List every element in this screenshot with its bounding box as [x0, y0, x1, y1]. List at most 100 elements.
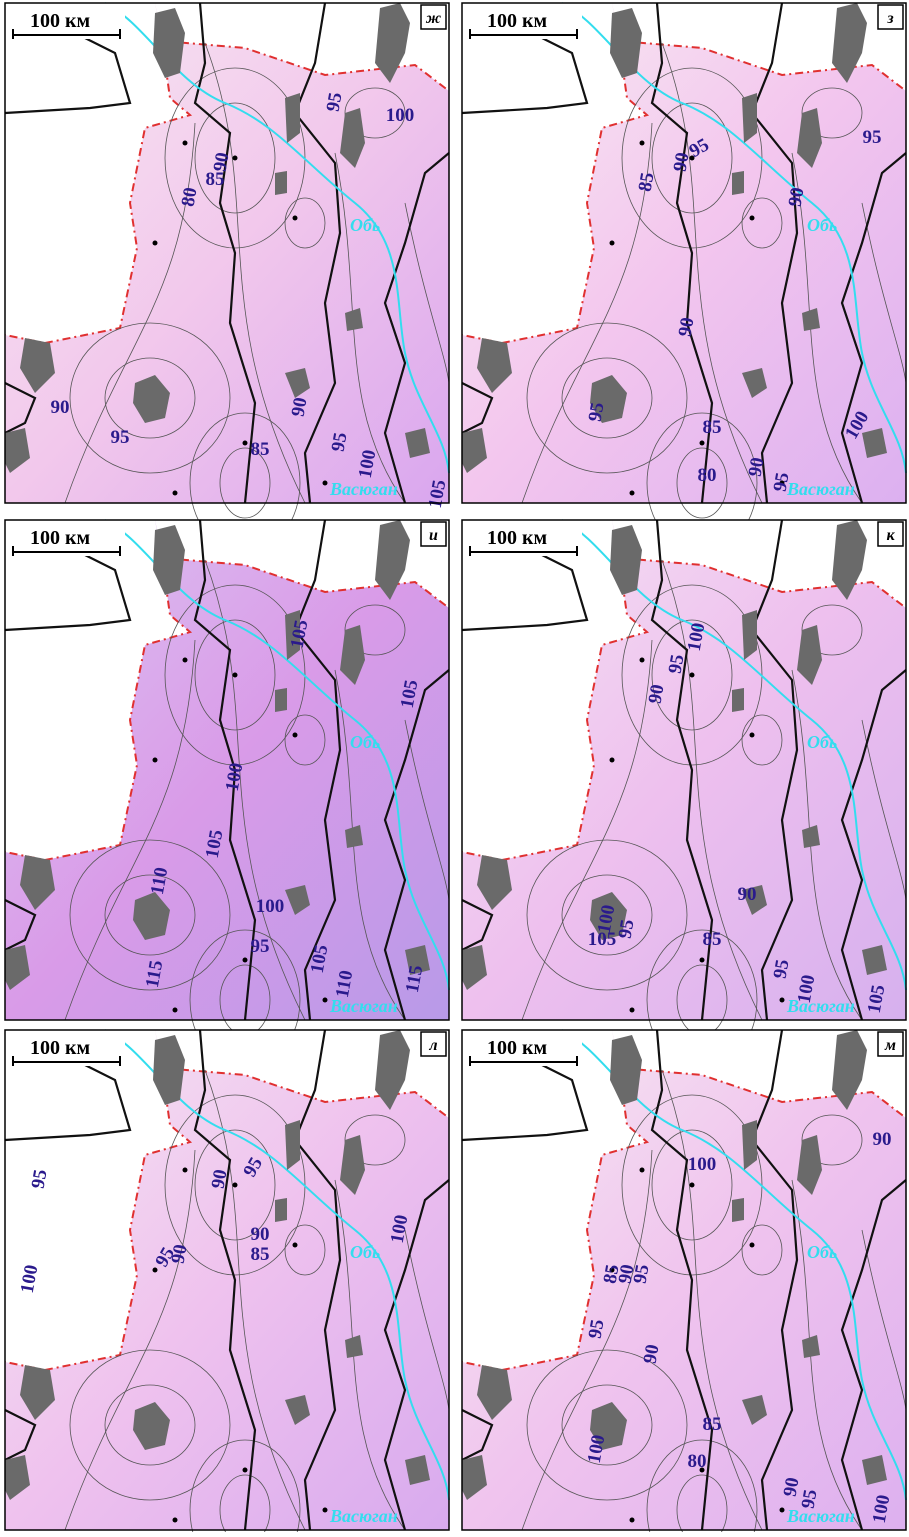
scale-label: 100 км [487, 527, 547, 549]
panel-letter-box [877, 1031, 904, 1057]
river-label: Обь [807, 215, 837, 235]
scale-label: 100 км [30, 10, 90, 32]
contour-label: 100 [256, 896, 285, 917]
scale-label: 100 км [30, 1037, 90, 1059]
panel-letter-box [877, 4, 904, 30]
panel-letter: л [428, 1037, 437, 1054]
scale-label: 100 км [30, 527, 90, 549]
contour-label: 110 [147, 866, 172, 897]
contour-label: 90 [675, 316, 699, 338]
panel-letter-box [420, 4, 447, 30]
contour-label: 85 [703, 929, 722, 950]
contour-label: 105 [287, 618, 313, 650]
river-label: Обь [807, 732, 837, 752]
panel-frame [461, 2, 907, 504]
contour-label: 105 [202, 828, 228, 860]
river-label: Васюган [329, 1506, 398, 1526]
contour-label: 85 [206, 169, 225, 190]
contour-label: 95 [665, 653, 689, 675]
scale-box [5, 1030, 125, 1066]
panel-letter: ж [425, 10, 441, 27]
contour-label: 95 [798, 1488, 822, 1510]
contour-label: 90 [670, 151, 694, 173]
contour-label: 90 [288, 396, 312, 418]
contour-label: 80 [688, 1451, 707, 1472]
river-label: Обь [350, 1242, 380, 1262]
panel-letter: к [886, 527, 895, 544]
contour-label: 90 [785, 186, 809, 208]
contour-label: 105 [307, 943, 333, 975]
panel-letter: м [884, 1037, 896, 1054]
contour-label: 80 [698, 465, 717, 486]
river-label: Васюган [786, 479, 855, 499]
scale-bar [469, 546, 578, 556]
contour-label: 100 [584, 1433, 610, 1465]
map-panel: ОбьВасюган808590951009095859095100105100… [3, 1, 451, 555]
panel-letter-box [877, 521, 904, 547]
scale-box [462, 1030, 582, 1066]
scale-label: 100 км [487, 1037, 547, 1059]
scale-box [462, 520, 582, 556]
contour-label: 90 [210, 151, 234, 173]
contour-label: 85 [703, 417, 722, 438]
panel-letter-box [420, 1031, 447, 1057]
contour-label: 90 [251, 1224, 270, 1245]
contour-label: 85 [251, 1244, 270, 1265]
contour-label: 95 [770, 471, 794, 493]
contour-label: 95 [585, 1318, 609, 1340]
scale-box [5, 3, 125, 39]
contour-label: 105 [425, 478, 451, 510]
scale-bar [12, 29, 121, 39]
contour-label: 100 [594, 903, 620, 935]
contour-label: 95 [323, 91, 347, 113]
contour-label: 105 [397, 678, 423, 710]
river-label: Обь [350, 215, 380, 235]
panel-frame [4, 2, 450, 504]
contour-label: 90 [615, 1263, 639, 1285]
contour-label: 85 [251, 439, 270, 460]
contour-label: 95 [111, 427, 130, 448]
contour-label: 100 [684, 621, 710, 653]
contour-label: 90 [738, 884, 757, 905]
contour-label: 90 [168, 1243, 192, 1265]
contour-label: 115 [142, 959, 167, 990]
scale-bar [12, 1056, 121, 1066]
contour-label: 95 [251, 936, 270, 957]
scale-bar [469, 29, 578, 39]
panel-letter-box [420, 521, 447, 547]
contour-label: 90 [51, 397, 70, 418]
contour-label: 100 [794, 973, 820, 1005]
contour-label: 85 [703, 1414, 722, 1435]
panel-frame [461, 519, 907, 1021]
contour-label: 95 [328, 431, 352, 453]
river-label: Васюган [786, 996, 855, 1016]
river-label: Васюган [786, 1506, 855, 1526]
contour-label: 95 [615, 918, 639, 940]
contour-label: 100 [355, 448, 381, 480]
contour-label: 90 [208, 1168, 232, 1190]
contour-label: 90 [640, 1343, 664, 1365]
contour-label: 80 [178, 186, 202, 208]
river-label: Обь [807, 1242, 837, 1262]
contour-label: 110 [332, 969, 357, 1000]
contour-label: 95 [770, 958, 794, 980]
contour-label: 90 [745, 456, 769, 478]
river-label: Обь [350, 732, 380, 752]
river-label: Васюган [329, 996, 398, 1016]
contour-label: 90 [873, 1129, 892, 1150]
contour-label: 105 [864, 983, 890, 1015]
contour-label: 115 [402, 964, 427, 995]
contour-label: 95 [585, 401, 609, 423]
contour-label: 85 [600, 1263, 624, 1285]
scale-label: 100 км [487, 10, 547, 32]
contour-label: 100 [222, 761, 248, 793]
panel-frame [4, 1029, 450, 1531]
scale-box [5, 520, 125, 556]
panel-frame [4, 519, 450, 1021]
